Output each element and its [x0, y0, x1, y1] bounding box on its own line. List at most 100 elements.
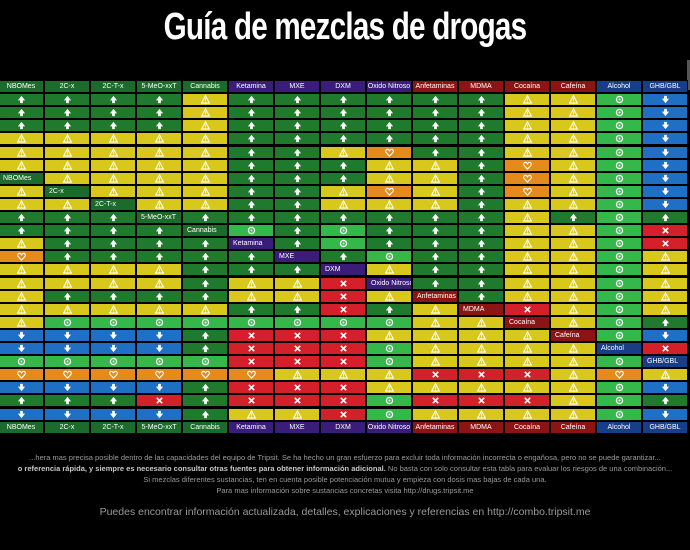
arrow-up-icon	[201, 383, 210, 392]
interaction-cell	[44, 171, 90, 185]
column-header: Anfetaminas	[412, 80, 458, 94]
warning-icon	[338, 199, 348, 209]
interaction-cell	[596, 302, 642, 316]
arrow-up-icon	[155, 252, 164, 261]
warning-icon	[154, 160, 164, 170]
warning-icon	[430, 173, 440, 183]
warning-icon	[568, 265, 578, 275]
interaction-cell	[596, 315, 642, 329]
circle-icon	[201, 318, 210, 327]
interaction-cell	[412, 184, 458, 198]
interaction-cell	[44, 211, 90, 225]
warning-icon	[476, 344, 486, 353]
interaction-cell	[458, 145, 504, 159]
arrow-up-icon	[339, 161, 348, 170]
interaction-cell	[412, 119, 458, 133]
interaction-cell	[550, 171, 596, 185]
warning-icon	[154, 304, 164, 314]
x-icon	[339, 383, 348, 392]
warning-icon	[522, 383, 532, 392]
interaction-cell	[228, 263, 274, 277]
arrow-up-icon	[247, 108, 256, 117]
interaction-cell	[320, 197, 366, 211]
arrow-down-icon	[155, 331, 164, 340]
arrow-up-icon	[63, 396, 72, 405]
interaction-cell	[458, 197, 504, 211]
warning-icon	[476, 409, 486, 419]
warning-icon	[660, 278, 670, 288]
footer-link[interactable]: Puedes encontrar información actualizada…	[99, 506, 591, 518]
column-footer: Ketamina	[228, 420, 274, 434]
column-header: 2C-x	[44, 80, 90, 94]
interaction-cell	[274, 355, 320, 369]
x-icon	[293, 344, 302, 353]
interaction-cell	[90, 211, 136, 225]
interaction-cell	[320, 315, 366, 329]
warning-icon	[568, 121, 578, 130]
interaction-cell	[136, 289, 182, 303]
interaction-cell	[136, 302, 182, 316]
warning-icon	[16, 134, 26, 144]
warning-icon	[338, 186, 348, 196]
interaction-cell	[504, 145, 550, 159]
interaction-cell	[504, 93, 550, 107]
interaction-cell	[0, 224, 44, 238]
warning-icon	[62, 134, 72, 144]
interaction-cell	[550, 184, 596, 198]
interaction-cell	[550, 224, 596, 238]
interaction-cell	[228, 342, 274, 356]
arrow-down-icon	[155, 344, 164, 353]
interaction-cell	[44, 237, 90, 251]
interaction-cell	[44, 250, 90, 264]
circle-icon	[615, 357, 624, 366]
column-footer: 5-MeO-xxT	[136, 420, 182, 434]
interaction-cell	[136, 276, 182, 290]
x-icon	[293, 357, 302, 366]
interaction-cell	[90, 355, 136, 369]
interaction-cell	[366, 315, 412, 329]
arrow-up-icon	[201, 265, 210, 274]
row-label: 5-MeO-xxT	[136, 211, 182, 225]
interaction-cell	[182, 171, 228, 185]
heart-icon	[384, 148, 394, 157]
circle-icon	[385, 252, 394, 261]
interaction-cell	[642, 106, 688, 120]
arrow-up-icon	[247, 200, 256, 209]
column-footer: Cocaína	[504, 420, 550, 434]
circle-icon	[385, 318, 394, 327]
warning-icon	[522, 278, 532, 288]
arrow-down-icon	[661, 121, 670, 130]
arrow-up-icon	[431, 213, 440, 222]
warning-icon	[384, 383, 394, 392]
column-footer: Cafeína	[550, 420, 596, 434]
arrow-up-icon	[385, 121, 394, 130]
x-icon	[247, 357, 256, 366]
interaction-cell	[44, 224, 90, 238]
interaction-cell	[0, 355, 44, 369]
warning-icon	[62, 278, 72, 288]
interaction-cell	[0, 342, 44, 356]
scroll-edge	[687, 60, 690, 90]
warning-icon	[522, 121, 532, 130]
arrow-up-icon	[661, 213, 670, 222]
arrow-up-icon	[339, 213, 348, 222]
column-header: 5-MeO-xxT	[136, 80, 182, 94]
warning-icon	[200, 95, 210, 104]
circle-icon	[247, 226, 256, 235]
arrow-down-icon	[109, 383, 118, 392]
arrow-up-icon	[339, 95, 348, 104]
interaction-cell	[320, 158, 366, 172]
interaction-cell	[44, 289, 90, 303]
warning-icon	[430, 344, 440, 353]
interaction-cell	[136, 328, 182, 342]
warning-icon	[338, 370, 348, 379]
arrow-up-icon	[293, 148, 302, 157]
interaction-cell	[0, 184, 44, 198]
circle-icon	[201, 357, 210, 366]
arrow-up-icon	[477, 187, 486, 196]
interaction-cell	[320, 119, 366, 133]
interaction-cell	[90, 302, 136, 316]
interaction-cell	[228, 381, 274, 395]
warning-icon	[16, 239, 26, 248]
interaction-cell	[642, 132, 688, 146]
